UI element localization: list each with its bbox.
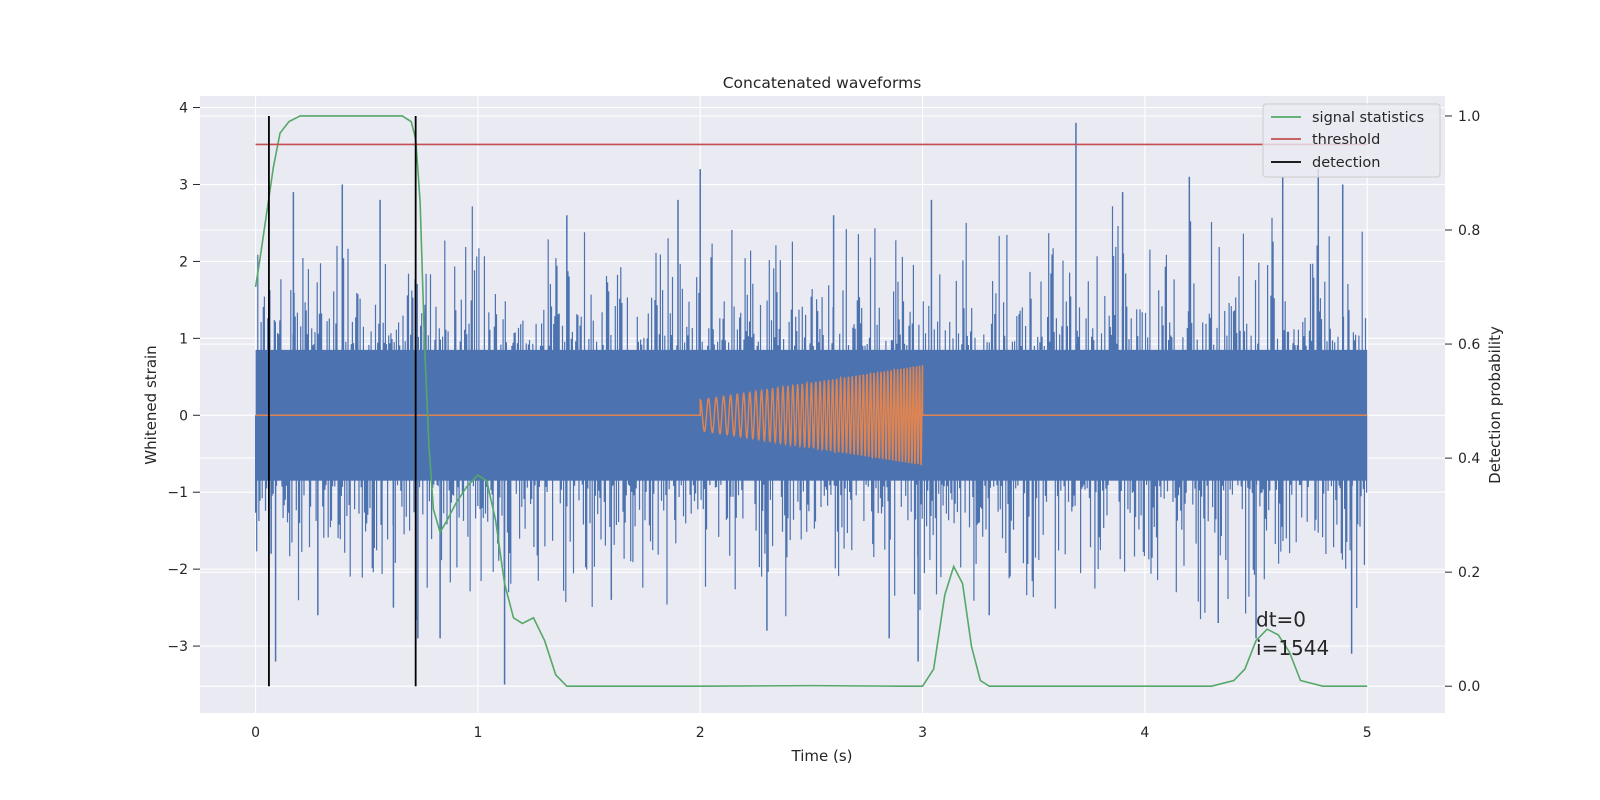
- signal-statistics-line: [254, 115, 1368, 687]
- right-axis-ticks: 0.0 0.2 0.4 0.6 0.8 1.0: [1445, 109, 1480, 695]
- y2-tick-label: 0.6: [1458, 337, 1480, 353]
- legend-label-signal-statistics: signal statistics: [1312, 110, 1424, 126]
- annotations: dt=0 i=1544: [1256, 607, 1329, 660]
- y2-tick-label: 0.8: [1458, 223, 1480, 239]
- injected-signal-line: [255, 365, 1368, 466]
- legend-box: [1262, 103, 1441, 178]
- x-axis-label: Time (s): [791, 747, 853, 765]
- series-layer: [254, 115, 1368, 687]
- x-tick-label: 0: [251, 725, 260, 741]
- x-tick-label: 4: [1140, 725, 1149, 741]
- legend: signal statistics threshold detection: [1262, 103, 1441, 178]
- y2-axis-label: Detection probability: [1486, 326, 1504, 484]
- y2-tick-label: 0.2: [1458, 565, 1480, 581]
- left-axis-ticks: −3 −2 −1 0 1 2 3 4: [167, 101, 200, 655]
- y2-tick-label: 0.4: [1458, 451, 1480, 467]
- legend-label-detection: detection: [1312, 155, 1380, 171]
- chart-title: Concatenated waveforms: [723, 74, 922, 92]
- y-tick-label: 1: [179, 331, 188, 347]
- x-tick-label: 1: [473, 725, 482, 741]
- y-tick-label: 2: [179, 254, 188, 270]
- y2-tick-label: 0.0: [1458, 679, 1480, 695]
- injected-signal-series: [255, 365, 1368, 466]
- legend-label-threshold: threshold: [1312, 132, 1380, 148]
- y-tick-label: 4: [179, 101, 188, 117]
- x-axis-ticks: 0 1 2 3 4 5: [251, 725, 1372, 741]
- y-tick-label: 3: [179, 177, 188, 193]
- x-tick-label: 5: [1363, 725, 1372, 741]
- y-tick-label: −1: [167, 485, 188, 501]
- strain-noise: [255, 206, 1368, 620]
- annotation-text: dt=0: [1256, 607, 1306, 631]
- y-tick-label: −2: [167, 562, 188, 578]
- y-tick-label: −3: [167, 639, 188, 655]
- x-tick-label: 2: [696, 725, 705, 741]
- y2-tick-label: 1.0: [1458, 109, 1480, 125]
- x-tick-label: 3: [918, 725, 927, 741]
- y-axis-label: Whitened strain: [142, 345, 160, 464]
- y-tick-label: 0: [179, 408, 188, 424]
- annotation-text: i=1544: [1256, 636, 1329, 660]
